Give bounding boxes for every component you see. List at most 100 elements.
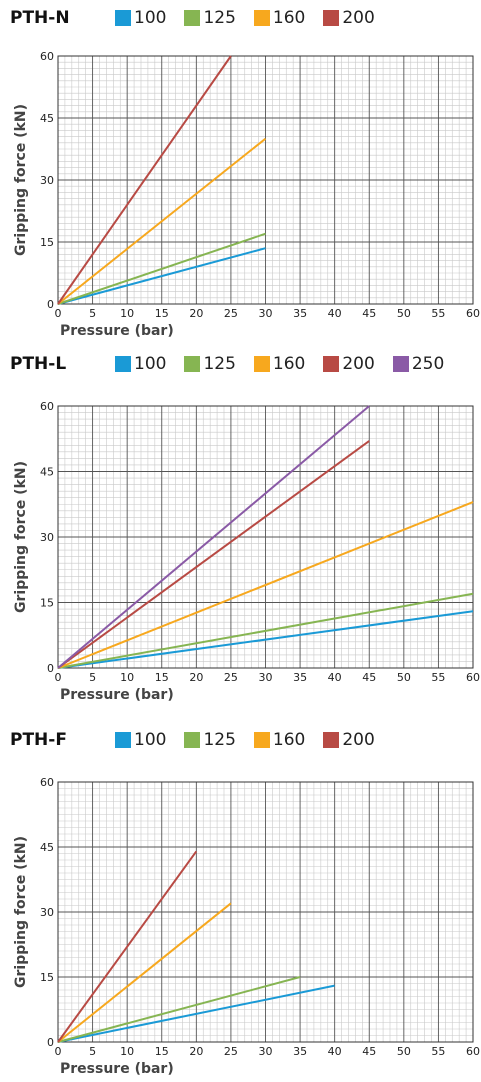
x-tick-label: 25: [224, 307, 238, 320]
plot-frame: [57, 55, 474, 305]
legend-row: PTH-N 100 125 160 200: [0, 0, 481, 30]
legend: 100 125 160 200: [115, 8, 375, 28]
x-tick-label: 40: [328, 1045, 342, 1058]
legend-row: PTH-L 100 125 160 200 250: [0, 346, 481, 376]
legend-label: 100: [134, 730, 167, 750]
x-tick-label: 50: [397, 1045, 411, 1058]
x-tick-label: 60: [466, 307, 480, 320]
legend-swatch: [323, 732, 340, 748]
chart-panel-pth-f: PTH-F 100 125 160 200 0 5 10 15 20 25 30 35 40 45 50 5…: [0, 722, 481, 1081]
series-line-160: [57, 501, 474, 669]
x-tick-label: 35: [293, 671, 307, 684]
y-tick-label: 15: [40, 971, 54, 984]
chart-title: PTH-N: [10, 8, 70, 28]
legend-label: 125: [203, 730, 236, 750]
y-axis-title: Gripping force (kN): [13, 836, 29, 988]
legend-swatch: [184, 732, 201, 748]
y-tick-label: 30: [40, 906, 54, 919]
x-tick-label: 15: [155, 1045, 169, 1058]
x-tick-label: 15: [155, 671, 169, 684]
x-tick-label: 55: [431, 307, 445, 320]
x-tick-label: 0: [55, 1045, 62, 1058]
legend-item: 125: [184, 354, 236, 374]
grid: [57, 405, 474, 669]
legend: 100 125 160 200: [115, 730, 375, 750]
legend-label: 160: [272, 730, 306, 750]
y-tick-label: 45: [40, 466, 54, 479]
x-tick-label: 25: [224, 671, 238, 684]
legend-swatch: [184, 10, 201, 26]
legend-swatch: [115, 732, 131, 748]
y-tick-label: 45: [40, 841, 54, 854]
legend-item: 100: [115, 354, 166, 374]
x-tick-label: 45: [362, 307, 376, 320]
legend-label: 125: [203, 8, 236, 28]
series-line-125: [57, 232, 266, 305]
series-line-200: [57, 850, 198, 1043]
series-line-100: [57, 247, 266, 305]
x-tick-label: 45: [362, 1045, 376, 1058]
x-tick-label: 5: [89, 307, 96, 320]
legend-item: 200: [323, 730, 375, 750]
y-axis-title: Gripping force (kN): [13, 104, 29, 256]
legend-item: 250: [392, 354, 445, 374]
x-tick-label: 40: [328, 307, 342, 320]
legend-swatch: [253, 356, 270, 372]
legend-item: 200: [323, 354, 375, 374]
x-tick-label: 25: [224, 1045, 238, 1058]
series-line-125: [57, 592, 474, 669]
legend-row: PTH-F 100 125 160 200: [0, 722, 481, 752]
y-tick-label: 30: [40, 531, 54, 544]
series-line-200: [57, 440, 370, 669]
chart-panel-pth-l: PTH-L 100 125 160 200 250 0 5 10 15 20 25 30 35 40 45…: [0, 346, 481, 716]
x-tick-label: 15: [155, 307, 169, 320]
y-tick-label: 60: [40, 400, 54, 413]
x-tick-label: 35: [293, 1045, 307, 1058]
series-line-100: [57, 610, 474, 669]
legend-label: 160: [272, 354, 306, 374]
legend-label: 100: [134, 354, 167, 374]
y-tick-label: 0: [47, 662, 54, 675]
y-tick-label: 30: [40, 174, 54, 187]
x-tick-label: 30: [259, 1045, 273, 1058]
y-tick-label: 15: [40, 236, 54, 249]
chart-title: PTH-F: [10, 730, 67, 750]
x-tick-label: 10: [120, 671, 134, 684]
x-tick-label: 50: [397, 307, 411, 320]
legend-swatch: [253, 10, 270, 26]
x-axis-title: Pressure (bar): [60, 1061, 174, 1077]
y-tick-label: 15: [40, 597, 54, 610]
x-tick-label: 30: [259, 671, 273, 684]
x-tick-label: 0: [55, 671, 62, 684]
grid: [57, 55, 474, 305]
series-line-125: [57, 976, 301, 1043]
y-tick-label: 60: [40, 776, 54, 789]
legend: 100 125 160 200 250: [115, 354, 444, 374]
x-tick-label: 30: [259, 307, 273, 320]
legend-swatch: [253, 732, 270, 748]
x-tick-label: 45: [362, 671, 376, 684]
plot-frame: [57, 781, 474, 1043]
chart-title: PTH-L: [10, 354, 67, 374]
legend-item: 100: [115, 8, 166, 28]
x-tick-label: 10: [120, 1045, 134, 1058]
legend-swatch: [115, 356, 131, 372]
grid: [57, 781, 474, 1043]
plot-area: 0 5 10 15 20 25 30 35 40 45 50 55 60 0 15 30 45 60 Pressur…: [13, 400, 480, 703]
plot-area: 0 5 10 15 20 25 30 35 40 45 50 55 60 0 15 30 45 60 Pressur…: [13, 50, 480, 339]
legend-swatch: [392, 356, 409, 372]
x-tick-label: 5: [89, 671, 96, 684]
x-axis-title: Pressure (bar): [60, 323, 174, 339]
legend-swatch: [323, 356, 340, 372]
legend-label: 160: [272, 8, 306, 28]
chart-panel-pth-n: PTH-N 100 125 160 200 0 5 10 15 20 25 30 35 40 45 50 5…: [0, 0, 481, 360]
legend-label: 250: [411, 354, 445, 374]
x-tick-label: 20: [189, 671, 203, 684]
x-tick-label: 60: [466, 1045, 480, 1058]
x-tick-label: 60: [466, 671, 480, 684]
legend-item: 100: [115, 730, 166, 750]
legend-label: 200: [342, 730, 375, 750]
legend-swatch: [115, 10, 131, 26]
x-tick-label: 50: [397, 671, 411, 684]
x-tick-label: 10: [120, 307, 134, 320]
